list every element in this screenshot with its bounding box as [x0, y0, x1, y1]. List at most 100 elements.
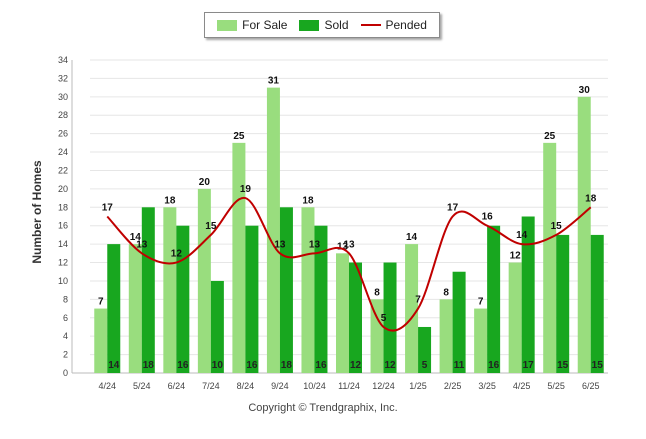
bar-sold [349, 262, 362, 373]
x-tick-label: 4/25 [513, 381, 531, 391]
data-label-for-sale: 13 [337, 241, 349, 252]
bar-sold [314, 225, 328, 373]
y-tick-label: 18 [58, 202, 68, 212]
bar-sold [590, 234, 604, 373]
legend-swatch-sold [299, 19, 320, 31]
bar-for-sale [405, 244, 419, 373]
y-tick-label: 26 [58, 129, 68, 139]
data-label-for-sale: 14 [130, 232, 142, 243]
data-label-pended: 15 [205, 221, 217, 232]
data-label-sold: 16 [488, 360, 500, 371]
bar-sold [141, 207, 155, 373]
bar-sold [279, 207, 293, 373]
bar-for-sale [474, 308, 488, 373]
bar-for-sale [197, 188, 211, 373]
data-label-pended: 19 [240, 184, 252, 195]
bar-for-sale [370, 299, 384, 373]
y-tick-label: 2 [63, 350, 68, 360]
data-label-pended: 7 [415, 295, 421, 306]
data-label-sold: 16 [315, 360, 327, 371]
data-label-sold: 18 [281, 360, 293, 371]
line-pended [106, 197, 592, 332]
bar-for-sale [543, 142, 557, 373]
y-tick-label: 22 [58, 165, 68, 175]
data-label-pended: 5 [381, 313, 387, 324]
data-label-for-sale: 7 [478, 297, 484, 308]
data-label-for-sale: 18 [302, 195, 314, 206]
data-label-for-sale: 14 [406, 232, 418, 243]
bar-for-sale [439, 299, 453, 373]
data-label-sold: 18 [143, 360, 155, 371]
data-label-sold: 17 [523, 360, 535, 371]
data-label-pended: 14 [516, 230, 528, 241]
chart-legend: For Sale Sold Pended [204, 12, 440, 38]
x-tick-label: 8/24 [237, 381, 255, 391]
bar-for-sale [508, 262, 522, 373]
x-tick-label: 5/25 [547, 381, 565, 391]
data-label-pended: 13 [309, 239, 321, 250]
bar-for-sale [301, 207, 315, 373]
y-axis-title: Number of Homes [30, 160, 44, 264]
y-tick-label: 20 [58, 184, 68, 194]
legend-item-pended: Pended [360, 18, 427, 32]
data-label-sold: 16 [246, 360, 258, 371]
legend-label-for-sale: For Sale [242, 18, 288, 32]
legend-line-pended [360, 24, 381, 26]
data-label-sold: 15 [592, 360, 604, 371]
data-label-pended: 17 [102, 203, 114, 214]
bar-for-sale [266, 87, 280, 373]
bar-sold [245, 225, 259, 373]
data-label-for-sale: 8 [374, 287, 380, 298]
data-label-for-sale: 31 [268, 76, 280, 87]
data-label-sold: 10 [212, 360, 224, 371]
x-tick-label: 11/24 [338, 381, 360, 391]
x-tick-label: 7/24 [202, 381, 220, 391]
bar-sold [418, 326, 432, 373]
legend-label-sold: Sold [324, 18, 349, 32]
copyright-text: Copyright © Trendgraphix, Inc. [248, 402, 398, 414]
bar-for-sale [336, 253, 349, 373]
data-label-sold: 5 [422, 360, 428, 371]
data-label-sold: 11 [454, 360, 465, 371]
bar-for-sale [94, 308, 108, 373]
x-tick-label: 2/25 [444, 381, 462, 391]
bar-sold [487, 225, 501, 373]
data-label-for-sale: 7 [98, 297, 104, 308]
x-tick-label: 10/24 [303, 381, 326, 391]
y-tick-label: 14 [58, 239, 68, 249]
x-tick-label: 4/24 [99, 381, 117, 391]
data-label-pended: 18 [585, 193, 597, 204]
x-tick-label: 5/24 [133, 381, 151, 391]
data-label-for-sale: 25 [233, 131, 245, 142]
data-label-for-sale: 30 [579, 85, 591, 96]
bar-sold [107, 244, 121, 373]
x-tick-label: 3/25 [478, 381, 496, 391]
y-tick-label: 30 [58, 92, 68, 102]
data-label-pended: 13 [343, 239, 355, 250]
y-tick-label: 16 [58, 221, 68, 231]
bar-sold [210, 280, 224, 373]
x-tick-label: 6/24 [168, 381, 186, 391]
legend-label-pended: Pended [385, 18, 427, 32]
data-label-pended: 17 [447, 203, 459, 214]
data-label-sold: 14 [108, 360, 120, 371]
y-tick-label: 4 [63, 331, 68, 341]
legend-item-for-sale: For Sale [217, 18, 287, 32]
data-label-sold: 12 [384, 360, 396, 371]
x-tick-label: 9/24 [271, 381, 289, 391]
bar-sold [521, 216, 535, 373]
y-tick-label: 6 [63, 313, 68, 323]
y-tick-label: 28 [58, 110, 68, 120]
data-label-for-sale: 12 [510, 251, 522, 262]
data-label-for-sale: 18 [164, 195, 176, 206]
y-tick-label: 8 [63, 294, 68, 304]
bar-sold [383, 262, 397, 373]
data-label-sold: 15 [557, 360, 569, 371]
data-label-pended: 16 [482, 212, 494, 223]
data-label-for-sale: 25 [544, 131, 556, 142]
data-label-sold: 12 [350, 360, 362, 371]
bar-sold [556, 234, 570, 373]
x-tick-label: 6/25 [582, 381, 600, 391]
